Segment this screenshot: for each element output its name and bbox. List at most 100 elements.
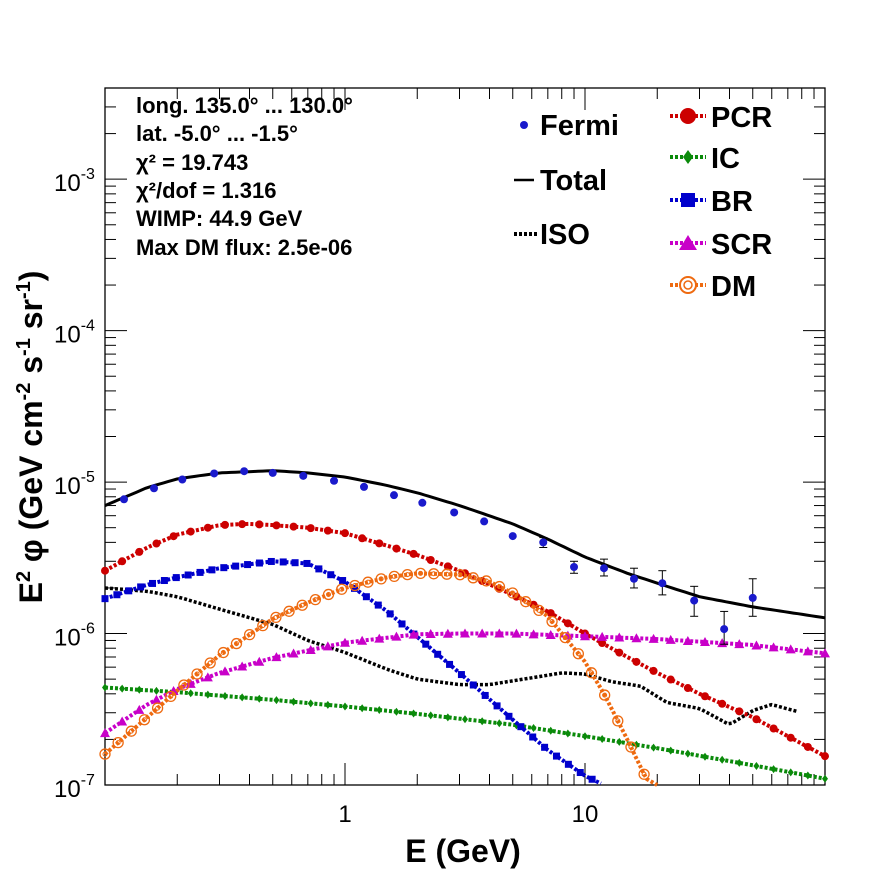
dm-marker (151, 702, 164, 714)
ic-marker (496, 719, 503, 728)
fermi-point (299, 471, 308, 480)
br-marker (398, 620, 406, 628)
dm-marker-inner (523, 599, 529, 605)
dm-marker (296, 599, 308, 611)
fermi-point (570, 563, 579, 572)
legend-ic-label: IC (711, 143, 740, 175)
y-tick-label: 10-7 (54, 772, 95, 803)
br-marker (267, 557, 275, 565)
scr-marker (717, 638, 728, 648)
br-marker (469, 681, 477, 689)
ic-marker (702, 752, 708, 761)
pcr-marker (203, 523, 212, 532)
dm-marker (99, 748, 111, 760)
pcr-marker (375, 539, 384, 548)
x-axis-title: E (GeV) (405, 833, 521, 869)
dm-marker-inner (181, 682, 187, 688)
pcr-marker (786, 733, 795, 742)
ic-marker (684, 749, 691, 758)
legend-dm-marker (679, 276, 697, 294)
dm-marker (217, 646, 229, 659)
dm-marker-inner (273, 614, 279, 620)
br-marker (244, 561, 252, 569)
br-marker (125, 587, 133, 595)
pcr-marker (443, 562, 452, 571)
scr-marker (477, 628, 488, 638)
pcr-marker (221, 520, 229, 529)
scr-marker (220, 666, 230, 676)
dm-marker (414, 567, 427, 580)
br-marker (327, 571, 335, 579)
y-tick-label: 10-6 (54, 621, 95, 652)
fermi-point (120, 495, 129, 504)
dm-marker-inner (391, 573, 397, 579)
scr-marker (768, 642, 779, 652)
ic-marker (822, 774, 828, 783)
pcr-marker (238, 520, 247, 529)
dm-marker-inner (312, 597, 318, 603)
dm-marker-inner (128, 728, 134, 734)
dm-marker (336, 583, 348, 595)
ic-marker (102, 683, 108, 692)
br-marker (339, 577, 347, 585)
ic-marker (650, 743, 657, 752)
dm-marker (230, 637, 243, 650)
scr-marker (237, 661, 248, 671)
br-marker (493, 702, 501, 710)
series-layer (99, 469, 830, 787)
fermi-point (240, 467, 249, 476)
pcr-marker (683, 684, 692, 693)
scr-marker (254, 656, 265, 666)
dm-marker (559, 631, 571, 644)
series-total (104, 469, 826, 620)
scr-marker (665, 634, 676, 644)
legend-dm-label: DM (711, 271, 756, 303)
dm-marker-inner (339, 586, 345, 592)
dm-marker-inner (404, 572, 410, 578)
dm-marker-inner (155, 705, 161, 711)
scr-marker (134, 704, 145, 714)
info-max-dm-flux: Max DM flux: 2.5e-06 (136, 235, 352, 260)
info-longitude: long. 135.0° ... 130.0° (136, 93, 353, 118)
dm-marker (493, 580, 506, 593)
br-marker (196, 568, 204, 576)
scr-marker (374, 633, 385, 643)
dm-marker (283, 605, 295, 617)
ic-marker (324, 700, 331, 709)
dm-marker (322, 588, 335, 601)
pcr-marker (598, 639, 607, 648)
dm-marker-inner (457, 572, 463, 578)
br-marker (588, 775, 596, 783)
pcr-marker (186, 527, 195, 536)
dm-marker (362, 576, 374, 588)
series-br (101, 557, 602, 786)
dm-marker (454, 569, 466, 581)
scr-marker (820, 648, 830, 658)
pcr-marker (701, 692, 709, 701)
dm-marker-inner (168, 693, 174, 699)
br-marker (208, 566, 216, 574)
dm-marker-inner (247, 632, 253, 638)
scr-marker (340, 637, 350, 647)
fermi-point (389, 491, 398, 500)
dm-marker (480, 575, 492, 587)
pcr-marker (409, 549, 418, 558)
fermi-point (210, 469, 219, 478)
ic-marker (393, 707, 400, 716)
dm-marker (388, 570, 400, 583)
pcr-marker (615, 648, 624, 657)
info-latitude: lat. -5.0° ... -1.5° (136, 121, 298, 146)
legend-fermi-marker (520, 121, 528, 129)
br-marker (517, 723, 525, 731)
pcr-marker (272, 521, 281, 530)
dm-marker (178, 679, 190, 691)
dm-marker-inner (260, 623, 266, 629)
pcr-marker (118, 557, 127, 566)
fermi-point (268, 468, 277, 477)
dm-marker-inner (444, 571, 450, 577)
br-marker (255, 559, 263, 567)
dm-marker-inner (141, 717, 147, 723)
fermi-point (629, 574, 638, 583)
scr-marker (648, 633, 659, 643)
